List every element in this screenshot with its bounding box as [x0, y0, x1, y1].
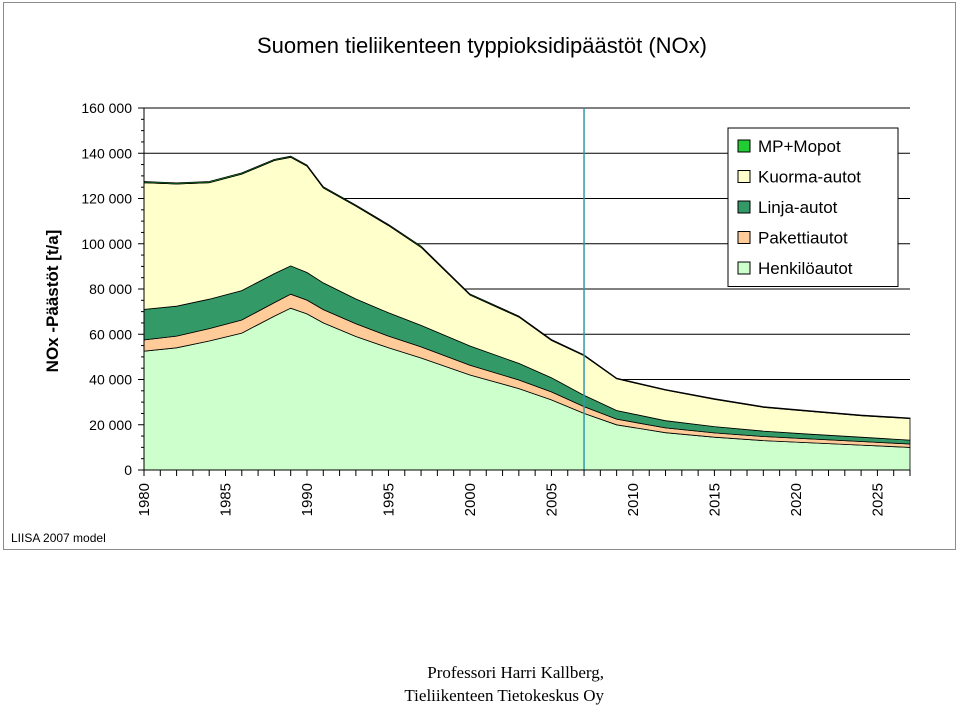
chart-frame: Suomen tieliikenteen typpioksidipäästöt …: [3, 2, 956, 550]
legend-label-henkil-autot: Henkilöautot: [758, 259, 853, 278]
y-tick-label: 160 000: [81, 100, 132, 116]
y-tick-label: 20 000: [89, 417, 132, 433]
legend-swatch-linja-autot: [737, 200, 751, 214]
legend: MP+Mopot Kuorma-autot Linja-autot Pakettiau…: [727, 127, 899, 287]
y-tick-label: 60 000: [89, 326, 132, 342]
x-tick-label: 2025: [869, 483, 886, 516]
legend-label-linja-autot: Linja-autot: [758, 198, 838, 217]
x-tick-label: 2000: [462, 483, 479, 516]
nox-emissions-chart: Suomen tieliikenteen typpioksidipäästöt …: [11, 33, 911, 545]
area-mp-mopot: [143, 155, 911, 420]
x-tick-label: 2005: [543, 483, 560, 516]
legend-swatch-kuorma-autot: [737, 170, 751, 183]
legend-swatch-mp-mopot: [737, 139, 751, 153]
credit-line-1: Professori Harri Kallberg,: [427, 663, 604, 682]
model-note: LIISA 2007 model: [11, 531, 106, 545]
y-tick-label: 120 000: [81, 191, 132, 207]
y-tick-label: 100 000: [81, 236, 132, 252]
x-tick-label: 1980: [136, 483, 153, 516]
legend-label-pakettiautot: Pakettiautot: [758, 229, 848, 248]
y-axis-label: NOx -Päästöt [t/a]: [43, 230, 62, 373]
y-tick-labels: 0 20 000 40 000 60 000 80 000 100 000 120 000 1…: [81, 100, 132, 478]
x-tick-label: 2020: [788, 483, 805, 516]
x-tick-label: 1985: [217, 483, 234, 516]
x-tick-label: 1995: [380, 483, 397, 516]
y-tick-label: 80 000: [89, 281, 132, 297]
legend-swatch-pakettiautot: [737, 231, 751, 244]
y-tick-label: 140 000: [81, 145, 132, 161]
legend-label-mp-mopot: MP+Mopot: [758, 137, 841, 156]
x-tick-labels: 1980 1985 1990 1995 2000 2005 2010 2015 2020 2025: [136, 483, 886, 516]
y-tick-label: 40 000: [89, 372, 132, 388]
legend-label-kuorma-autot: Kuorma-autot: [758, 168, 861, 187]
x-tick-label: 2010: [625, 483, 642, 516]
credit-line-2: Tieliikenteen Tietokeskus Oy: [404, 686, 604, 705]
chart-title: Suomen tieliikenteen typpioksidipäästöt …: [257, 33, 707, 58]
legend-swatch-henkil-autot: [737, 261, 751, 275]
y-tick-label: 0: [124, 462, 132, 478]
x-tick-label: 1990: [299, 483, 316, 516]
x-tick-label: 2015: [706, 483, 723, 516]
axes: [138, 107, 911, 476]
legend-box: [727, 127, 899, 287]
